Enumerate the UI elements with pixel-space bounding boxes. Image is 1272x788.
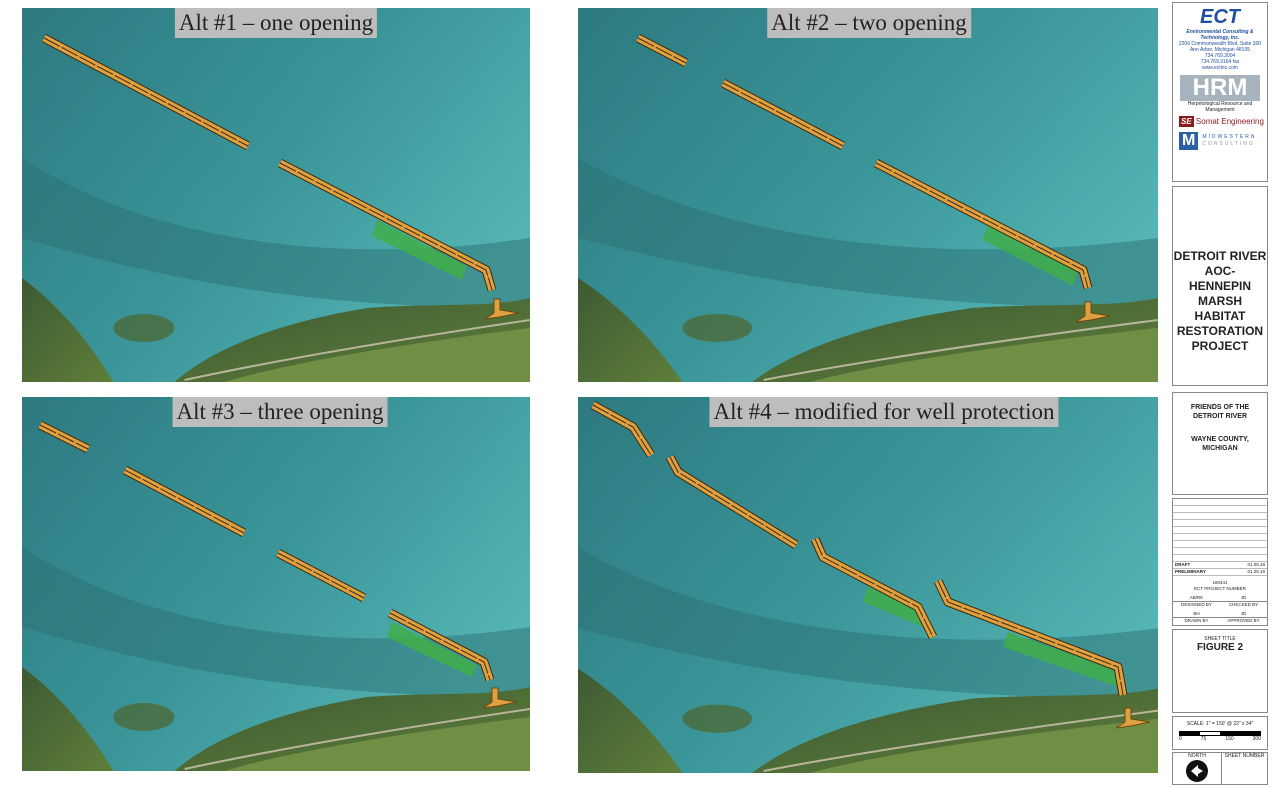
north-arrow: [1185, 759, 1209, 783]
scale-marks: 0 75 150 300: [1173, 736, 1267, 742]
partner-name: Herpetological Resource and Management: [1173, 101, 1267, 113]
aerial-image: [22, 397, 530, 771]
logo: HRM: [1180, 75, 1260, 101]
panel-title: Alt #2 – two opening: [767, 8, 971, 38]
location-line: WAYNE COUNTY,: [1173, 435, 1267, 444]
location-line: MICHIGAN: [1173, 444, 1267, 453]
aerial-image: [578, 8, 1158, 382]
sheet-number-label: SHEET NUMBER: [1222, 753, 1267, 784]
partner: SE Somat Engineering: [1173, 117, 1267, 126]
revision-label: DRAFT: [1175, 562, 1190, 568]
revision-date: 01.25.18: [1247, 569, 1265, 575]
aerial-image: [578, 397, 1158, 773]
logo: SE: [1179, 116, 1194, 127]
panel: Alt #2 – two opening: [578, 8, 1158, 382]
page: Alt #1 – one opening Alt #2 – two openin…: [0, 0, 1272, 786]
client-line: FRIENDS OF THE: [1173, 403, 1267, 412]
logo-box: ECT Environmental Consulting & Technolog…: [1172, 2, 1268, 182]
project-title-line: HENNEPIN: [1173, 279, 1267, 294]
revision-label: PRELIMINARY: [1175, 569, 1206, 575]
revision-row: [1173, 555, 1267, 562]
client-line: DETROIT RIVER: [1173, 412, 1267, 421]
firm-name: Environmental Consulting & Technology, I…: [1173, 29, 1267, 41]
revision-date: 01.05.18: [1247, 562, 1265, 568]
revision-row: [1173, 520, 1267, 527]
spacer: [1173, 421, 1267, 435]
scale-box: SCALE: 1" = 150' @ 22" x 34" 0 75 150 300: [1172, 716, 1268, 750]
project-title-line: MARSH HABITAT: [1173, 294, 1267, 324]
panel-title: Alt #1 – one opening: [175, 8, 377, 38]
scale-mark: 75: [1201, 736, 1207, 742]
revision-row: DRAFT 01.05.18: [1173, 562, 1267, 569]
logo: ECT: [1173, 6, 1267, 29]
north-box: NORTH SHEET NUMBER: [1172, 752, 1268, 785]
revision-row: PRELIMINARY 01.25.18: [1173, 569, 1267, 576]
panel: Alt #4 – modified for well protection: [578, 397, 1158, 773]
project-number-label: ECT PROJECT NUMBER: [1173, 586, 1267, 592]
scale: SCALE: 1" = 150' @ 22" x 34": [1173, 721, 1267, 727]
partner-name: Somat Engineering: [1196, 117, 1264, 126]
role-label: DRAWN BY: [1173, 617, 1220, 624]
logo: M: [1179, 132, 1198, 150]
sheet-title: FIGURE 2: [1173, 642, 1267, 653]
sheet-title-box: SHEET TITLE FIGURE 2: [1172, 629, 1268, 713]
address: www.ectinc.com: [1173, 65, 1267, 71]
project-title-line: DETROIT RIVER: [1173, 249, 1267, 264]
role-label: CHECKED BY: [1220, 601, 1267, 608]
role-label: DESIGNED BY: [1173, 601, 1220, 608]
scale-mark: 0: [1179, 736, 1182, 742]
panel-title: Alt #4 – modified for well protection: [709, 397, 1058, 427]
project-title-line: AOC-: [1173, 264, 1267, 279]
north: NORTH: [1173, 753, 1222, 784]
revision-row: [1173, 548, 1267, 555]
scale-mark: 150: [1225, 736, 1233, 742]
revision-row: [1173, 499, 1267, 506]
partner-sub: CONSULTING: [1202, 141, 1254, 147]
revision-row: [1173, 541, 1267, 548]
project-title-line: PROJECT: [1173, 339, 1267, 354]
panel: Alt #1 – one opening: [22, 8, 530, 382]
revision-row: [1173, 527, 1267, 534]
aerial-image: [22, 8, 530, 382]
revision-row: [1173, 513, 1267, 520]
project-title-line: RESTORATION: [1173, 324, 1267, 339]
role-label: APPROVED BY: [1220, 617, 1267, 624]
partner-name: MIDWESTERN: [1202, 134, 1256, 140]
panel: Alt #3 – three opening: [22, 397, 530, 771]
revision-row: [1173, 534, 1267, 541]
panel-title: Alt #3 – three opening: [173, 397, 388, 427]
revision-row: [1173, 506, 1267, 513]
scale-mark: 300: [1253, 736, 1261, 742]
